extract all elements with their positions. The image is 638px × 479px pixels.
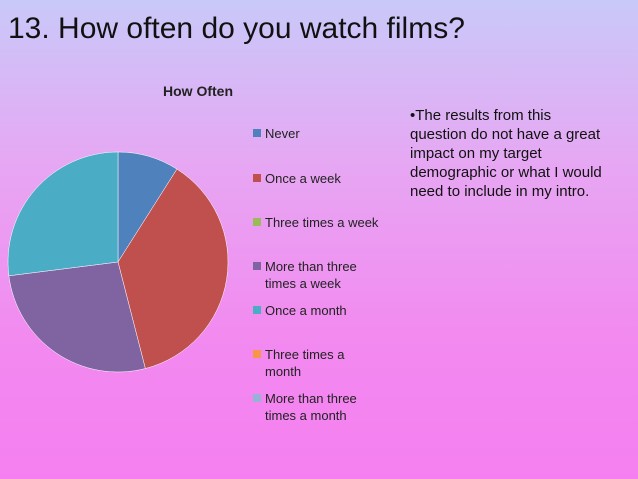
- pie-slice: [7, 151, 119, 277]
- legend-swatch: [253, 262, 261, 270]
- slide-title: 13. How often do you watch films?: [8, 12, 465, 45]
- legend-swatch: [253, 129, 261, 137]
- legend-label: Once a week: [265, 171, 341, 186]
- legend-entry: Never: [253, 125, 383, 142]
- legend-entry: More than three times a month: [253, 390, 383, 424]
- legend-entry: Three times a week: [253, 214, 383, 231]
- legend-entry: Once a week: [253, 170, 383, 187]
- legend-entry: More than three times a week: [253, 258, 383, 292]
- legend-swatch: [253, 306, 261, 314]
- chart-title: How Often: [163, 83, 233, 99]
- legend-swatch: [253, 350, 261, 358]
- legend-label: More than three times a week: [265, 259, 357, 291]
- legend-entry: Three times a month: [253, 346, 383, 380]
- pie-slice: [8, 261, 146, 373]
- legend-label: Once a month: [265, 303, 347, 318]
- pie-slice: [117, 168, 229, 369]
- legend-entry: Once a month: [253, 302, 383, 319]
- legend-label: Never: [265, 126, 300, 141]
- legend-swatch: [253, 174, 261, 182]
- legend-label: Three times a week: [265, 215, 379, 230]
- legend-label: Three times a month: [265, 347, 345, 379]
- note: •The results from this question do not h…: [410, 107, 602, 200]
- legend-label: More than three times a month: [265, 391, 357, 423]
- legend-swatch: [253, 218, 261, 226]
- legend-swatch: [253, 394, 261, 402]
